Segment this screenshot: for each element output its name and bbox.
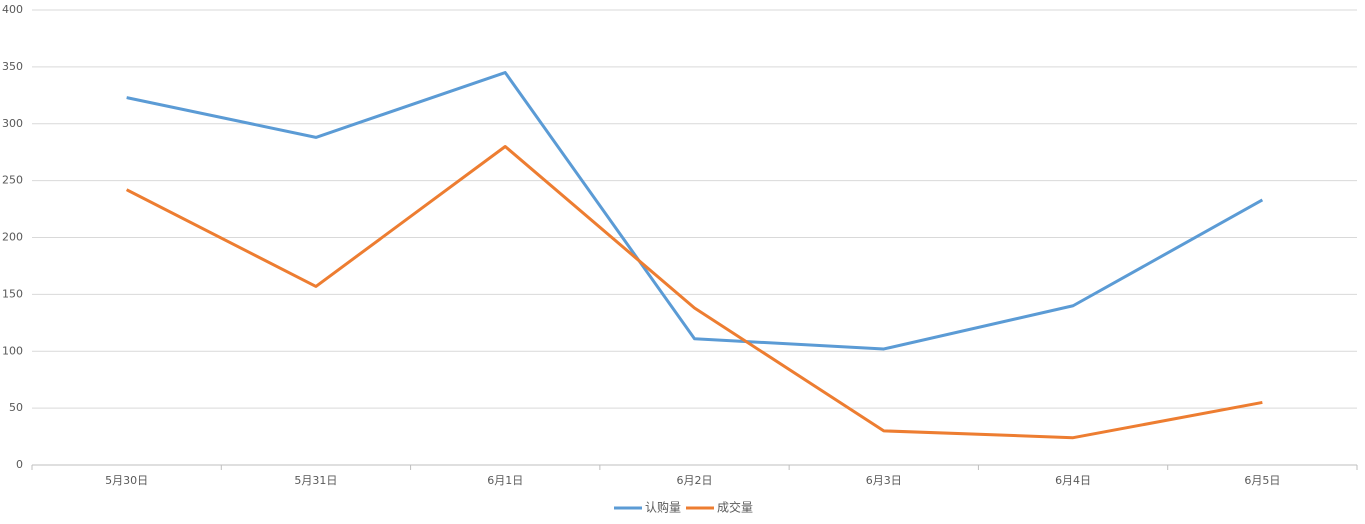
x-tick-label: 6月2日 [677,474,713,487]
x-tick-label: 6月4日 [1055,474,1091,487]
y-tick-label: 250 [2,174,23,187]
x-tick-label: 6月5日 [1244,474,1280,487]
series-line [125,145,1263,440]
y-tick-label: 150 [2,287,23,300]
legend-label: 认购量 [645,500,681,515]
x-tick-label: 5月30日 [105,474,148,487]
legend-label: 成交量 [717,500,753,515]
y-tick-label: 50 [9,401,23,414]
x-tick-label: 6月3日 [866,474,902,487]
y-tick-label: 0 [16,458,23,471]
y-tick-label: 400 [2,3,23,16]
x-tick-label: 6月1日 [487,474,523,487]
y-tick-label: 350 [2,60,23,73]
y-tick-label: 200 [2,231,23,244]
x-tick-label: 5月31日 [294,474,337,487]
y-tick-label: 100 [2,344,23,357]
series-line [126,71,1264,351]
y-tick-label: 300 [2,117,23,130]
